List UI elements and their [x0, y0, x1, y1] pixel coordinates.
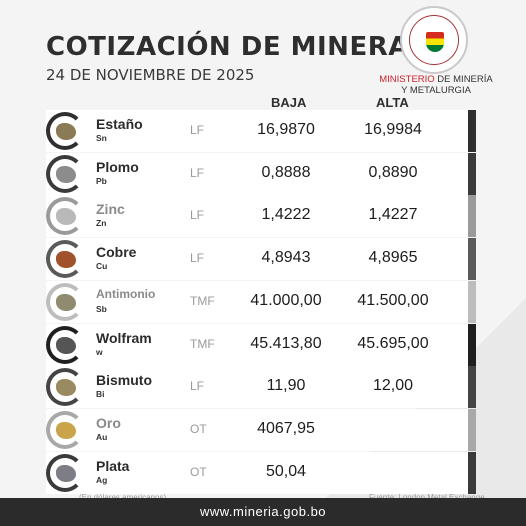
- mineral-row: Zinc Zn LF 1,4222 1,4227: [46, 195, 476, 238]
- mineral-icon-ring: [46, 453, 84, 492]
- mineral-row: Bismuto Bi LF 11,90 12,00: [46, 366, 476, 409]
- accent-bar: [468, 195, 476, 238]
- mineral-rock-icon: [56, 379, 76, 397]
- mineral-symbol: Cu: [96, 261, 108, 272]
- mineral-rock-icon: [56, 421, 76, 439]
- mineral-name: Estaño: [96, 116, 143, 132]
- mineral-name: Wolfram: [96, 329, 152, 346]
- price-low: 1,4222: [261, 206, 311, 224]
- mineral-symbol: Pb: [96, 175, 107, 186]
- price-low: 41.000,00: [250, 291, 322, 309]
- mineral-unit: LF: [190, 123, 205, 137]
- accent-bar: [468, 366, 476, 409]
- price-high: 45.695,00: [357, 334, 429, 352]
- mineral-unit: TMF: [190, 336, 215, 351]
- price-high: 0,8890: [368, 163, 418, 181]
- mineral-symbol: Zn: [96, 218, 107, 229]
- column-header-low: BAJA: [271, 95, 307, 110]
- mineral-rock-icon: [56, 251, 76, 269]
- ministry-name-line2: Y METALURGIA: [401, 85, 471, 96]
- mineral-symbol: Sb: [96, 303, 107, 314]
- price-low: 11,90: [266, 377, 306, 395]
- accent-bar: [468, 451, 476, 494]
- mineral-icon-ring: [46, 410, 84, 449]
- mineral-icon-ring: [46, 282, 84, 321]
- mineral-rock-icon: [56, 123, 76, 140]
- accent-bar: [468, 110, 476, 152]
- mineral-icon-ring: [46, 240, 84, 279]
- mineral-symbol: Ag: [96, 474, 108, 485]
- mineral-icon-ring: [46, 154, 84, 193]
- mineral-rock-icon: [56, 208, 76, 226]
- price-low: 4067,95: [257, 419, 315, 437]
- source-note: Fuente: London Metal Exchange: [369, 493, 485, 502]
- page-date: 24 DE NOVIEMBRE DE 2025: [46, 66, 255, 84]
- mineral-row: Antimonio Sb TMF 41.000,00 41.500,00: [46, 280, 476, 323]
- price-high: 1,4227: [368, 206, 418, 224]
- mineral-unit: OT: [190, 464, 207, 479]
- mineral-unit: LF: [190, 165, 205, 180]
- price-low: 0,8888: [261, 163, 311, 181]
- price-low: 45.413,80: [250, 334, 322, 352]
- price-high: 16,9984: [364, 121, 422, 138]
- mineral-unit: LF: [190, 379, 205, 394]
- mineral-row: Wolfram w TMF 45.413,80 45.695,00: [46, 323, 476, 366]
- mineral-name: Plomo: [96, 158, 139, 175]
- header: COTIZACIÓN DE MINERALES 24 DE NOVIEMBRE …: [46, 32, 463, 84]
- mineral-name: Bismuto: [96, 372, 152, 389]
- footer-url[interactable]: www.mineria.gob.bo: [0, 498, 526, 526]
- mineral-rock-icon: [56, 464, 76, 482]
- mineral-unit: OT: [190, 421, 207, 436]
- mineral-symbol: Sn: [96, 133, 107, 143]
- mineral-symbol: Au: [96, 431, 108, 442]
- mineral-rock-icon: [56, 293, 76, 311]
- mineral-icon-ring: [46, 112, 84, 150]
- price-high: 41.500,00: [357, 291, 429, 309]
- ministry-name-highlight: MINISTERIO: [379, 74, 435, 85]
- mineral-name: Zinc: [96, 201, 125, 218]
- mineral-row: Plomo Pb LF 0,8888 0,8890: [46, 152, 476, 195]
- mineral-icon-ring: [46, 368, 84, 407]
- mineral-name: Plata: [96, 457, 130, 474]
- mineral-unit: LF: [190, 251, 205, 266]
- mineral-rock-icon: [56, 165, 76, 183]
- mineral-unit: TMF: [190, 293, 215, 308]
- ministry-name: MINISTERIO DE MINERÍA Y METALURGIA: [376, 74, 496, 96]
- shield-icon: [426, 32, 444, 52]
- page-title: COTIZACIÓN DE MINERALES: [46, 32, 464, 62]
- price-high: 4,8965: [368, 249, 418, 267]
- mineral-rock-icon: [56, 336, 76, 354]
- mineral-name: Oro: [96, 414, 121, 431]
- mineral-name: Antimonio: [96, 286, 156, 301]
- price-low: 4,8943: [261, 249, 311, 267]
- ministry-name-rest: DE MINERÍA: [434, 74, 493, 85]
- mineral-row: Estaño Sn LF 16,9870 16,9984: [46, 110, 476, 152]
- mineral-row: Oro Au OT 4067,95: [46, 408, 476, 451]
- mineral-name: Cobre: [96, 244, 137, 261]
- mineral-row: Cobre Cu LF 4,8943 4,8965: [46, 238, 476, 281]
- price-low: 50,04: [265, 462, 307, 480]
- mineral-row: Plata Ag OT 50,04: [46, 451, 476, 494]
- price-high: 12,00: [372, 377, 414, 395]
- accent-bar: [468, 280, 476, 323]
- accent-bar: [468, 238, 476, 281]
- currency-note: (En dólares americanos): [79, 493, 166, 502]
- mineral-symbol: Bi: [96, 389, 105, 400]
- column-header-high: ALTA: [376, 95, 409, 110]
- accent-bar: [468, 152, 476, 195]
- accent-bar: [468, 408, 476, 451]
- accent-bar: [468, 323, 476, 366]
- mineral-icon-ring: [46, 325, 84, 364]
- mineral-icon-ring: [46, 197, 84, 236]
- mineral-unit: LF: [190, 208, 205, 223]
- price-low: 16,9870: [257, 121, 315, 138]
- seal-ring: [409, 15, 459, 65]
- state-seal-logo: [400, 6, 468, 74]
- mineral-symbol: w: [96, 346, 103, 357]
